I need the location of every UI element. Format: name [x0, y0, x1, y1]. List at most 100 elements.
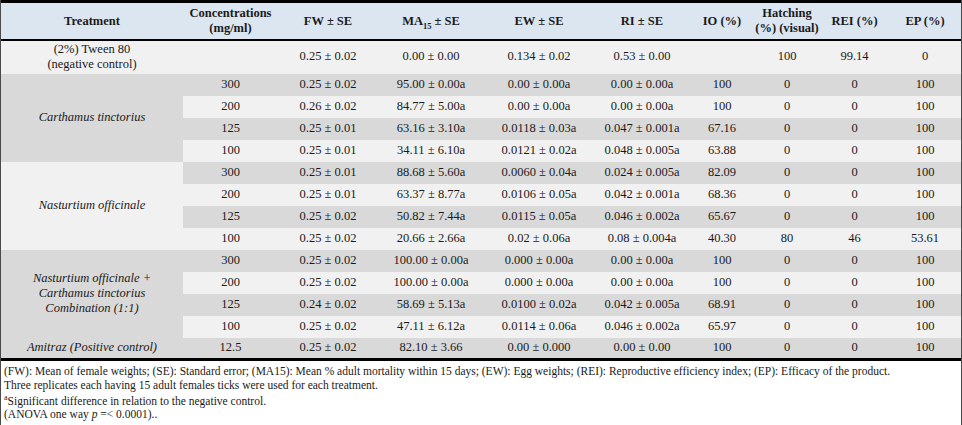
data-cell: 0.25 ± 0.01 [278, 184, 378, 206]
data-cell: 100 [183, 316, 278, 338]
data-cell: 100 [889, 294, 961, 316]
data-cell: 0 [820, 294, 889, 316]
data-cell: 0.25 ± 0.01 [278, 140, 378, 162]
table-row: Nasturtium officinale +Carthamus tinctor… [1, 250, 961, 272]
data-cell: 0.25 ± 0.02 [278, 40, 378, 74]
table-row: Nasturtium officinale3000.25 ± 0.0188.68… [1, 162, 961, 184]
data-cell: 95.00 ± 0.00a [378, 74, 484, 96]
data-cell: 63.37 ± 8.77a [378, 184, 484, 206]
data-cell: 47.11 ± 6.12a [378, 316, 484, 338]
data-cell: 100 [889, 272, 961, 294]
data-cell: 100 [690, 250, 754, 272]
data-cell: 0.24 ± 0.02 [278, 294, 378, 316]
data-cell: 99.14 [820, 40, 889, 74]
data-cell: 0.00 ± 0.00 [594, 338, 690, 360]
footnote-replicates: Three replicates each having 15 adult fe… [4, 379, 957, 393]
data-cell: 0.0115 ± 0.05a [484, 206, 594, 228]
data-cell: 53.61 [889, 228, 961, 250]
column-header-6: IO (%) [690, 2, 754, 40]
data-cell: 0.042 ± 0.005a [594, 294, 690, 316]
data-cell: 100 [889, 74, 961, 96]
data-cell: 0 [820, 118, 889, 140]
data-cell: 0.0114 ± 0.06a [484, 316, 594, 338]
column-header-8: REI (%) [820, 2, 889, 40]
footnote-anova: (ANOVA one way p =< 0.0001).. [4, 408, 957, 422]
data-cell: 0 [820, 140, 889, 162]
data-cell: 125 [183, 206, 278, 228]
data-cell: 200 [183, 184, 278, 206]
data-cell [183, 40, 278, 74]
data-cell: 0.0118 ± 0.03a [484, 118, 594, 140]
data-cell: 0 [754, 74, 820, 96]
data-cell: 50.82 ± 7.44a [378, 206, 484, 228]
data-cell: 0 [820, 96, 889, 118]
data-cell: 100 [690, 96, 754, 118]
treatment-cell: Amitraz (Positive control) [1, 338, 183, 360]
data-cell: 82.09 [690, 162, 754, 184]
data-cell: 125 [183, 118, 278, 140]
data-cell: 100 [690, 272, 754, 294]
table-row: Amitraz (Positive control)12.50.25 ± 0.0… [1, 338, 961, 360]
data-cell: 34.11 ± 6.10a [378, 140, 484, 162]
table-header-row: TreatmentConcentrations(mg/ml)FW ± SEMA1… [1, 2, 961, 40]
data-cell: 100 [889, 316, 961, 338]
data-cell: 0 [754, 250, 820, 272]
data-cell: 0 [754, 140, 820, 162]
data-cell: 0.048 ± 0.005a [594, 140, 690, 162]
data-cell: 0.53 ± 0.00 [594, 40, 690, 74]
data-cell: 100 [690, 338, 754, 360]
footnote-significance: aSignificant difference in relation to t… [4, 393, 957, 409]
data-cell: 58.69 ± 5.13a [378, 294, 484, 316]
data-cell: 200 [183, 96, 278, 118]
data-cell: 0.25 ± 0.02 [278, 250, 378, 272]
data-cell: 68.91 [690, 294, 754, 316]
data-cell: 0.047 ± 0.001a [594, 118, 690, 140]
data-cell: 0 [889, 40, 961, 74]
column-header-5: RI ± SE [594, 2, 690, 40]
data-cell: 0.000 ± 0.00a [484, 250, 594, 272]
data-cell: 0.25 ± 0.01 [278, 118, 378, 140]
data-cell: 63.88 [690, 140, 754, 162]
data-cell: 67.16 [690, 118, 754, 140]
data-cell: 0.046 ± 0.002a [594, 206, 690, 228]
data-cell: 0.00 ± 0.00a [594, 96, 690, 118]
data-cell: 0.00 ± 0.00a [594, 74, 690, 96]
data-cell: 63.16 ± 3.10a [378, 118, 484, 140]
data-cell: 0 [754, 118, 820, 140]
data-cell: 0 [820, 74, 889, 96]
data-cell: 125 [183, 294, 278, 316]
data-cell: 0 [754, 184, 820, 206]
data-cell: 100.00 ± 0.00a [378, 250, 484, 272]
data-cell: 0 [754, 316, 820, 338]
data-cell: 0 [754, 96, 820, 118]
column-header-3: MA15 ± SE [378, 2, 484, 40]
data-cell: 100.00 ± 0.00a [378, 272, 484, 294]
table-footnotes: (FW): Mean of female weights; (SE): Stan… [1, 361, 961, 422]
data-cell [690, 40, 754, 74]
data-cell: 0.042 ± 0.001a [594, 184, 690, 206]
data-cell: 100 [889, 118, 961, 140]
data-cell: 0.25 ± 0.02 [278, 74, 378, 96]
data-cell: 100 [754, 40, 820, 74]
data-cell: 12.5 [183, 338, 278, 360]
column-header-2: FW ± SE [278, 2, 378, 40]
data-cell: 20.66 ± 2.66a [378, 228, 484, 250]
data-cell: 0.00 ± 0.00a [484, 74, 594, 96]
data-cell: 0 [820, 338, 889, 360]
footnote-significance-text: Significant difference in relation to th… [8, 394, 266, 406]
data-cell: 0 [820, 316, 889, 338]
data-cell: 100 [889, 140, 961, 162]
data-cell: 0 [754, 338, 820, 360]
data-cell: 100 [183, 228, 278, 250]
data-cell: 0 [820, 272, 889, 294]
treatment-cell: Nasturtium officinale [1, 162, 183, 250]
data-cell: 0 [754, 294, 820, 316]
data-cell: 82.10 ± 3.66 [378, 338, 484, 360]
data-cell: 0.00 ± 0.000 [484, 338, 594, 360]
data-cell: 0 [820, 184, 889, 206]
data-cell: 65.97 [690, 316, 754, 338]
treatment-cell: Carthamus tinctorius [1, 74, 183, 162]
data-cell: 0.25 ± 0.02 [278, 272, 378, 294]
column-header-4: EW ± SE [484, 2, 594, 40]
column-header-9: EP (%) [889, 2, 961, 40]
